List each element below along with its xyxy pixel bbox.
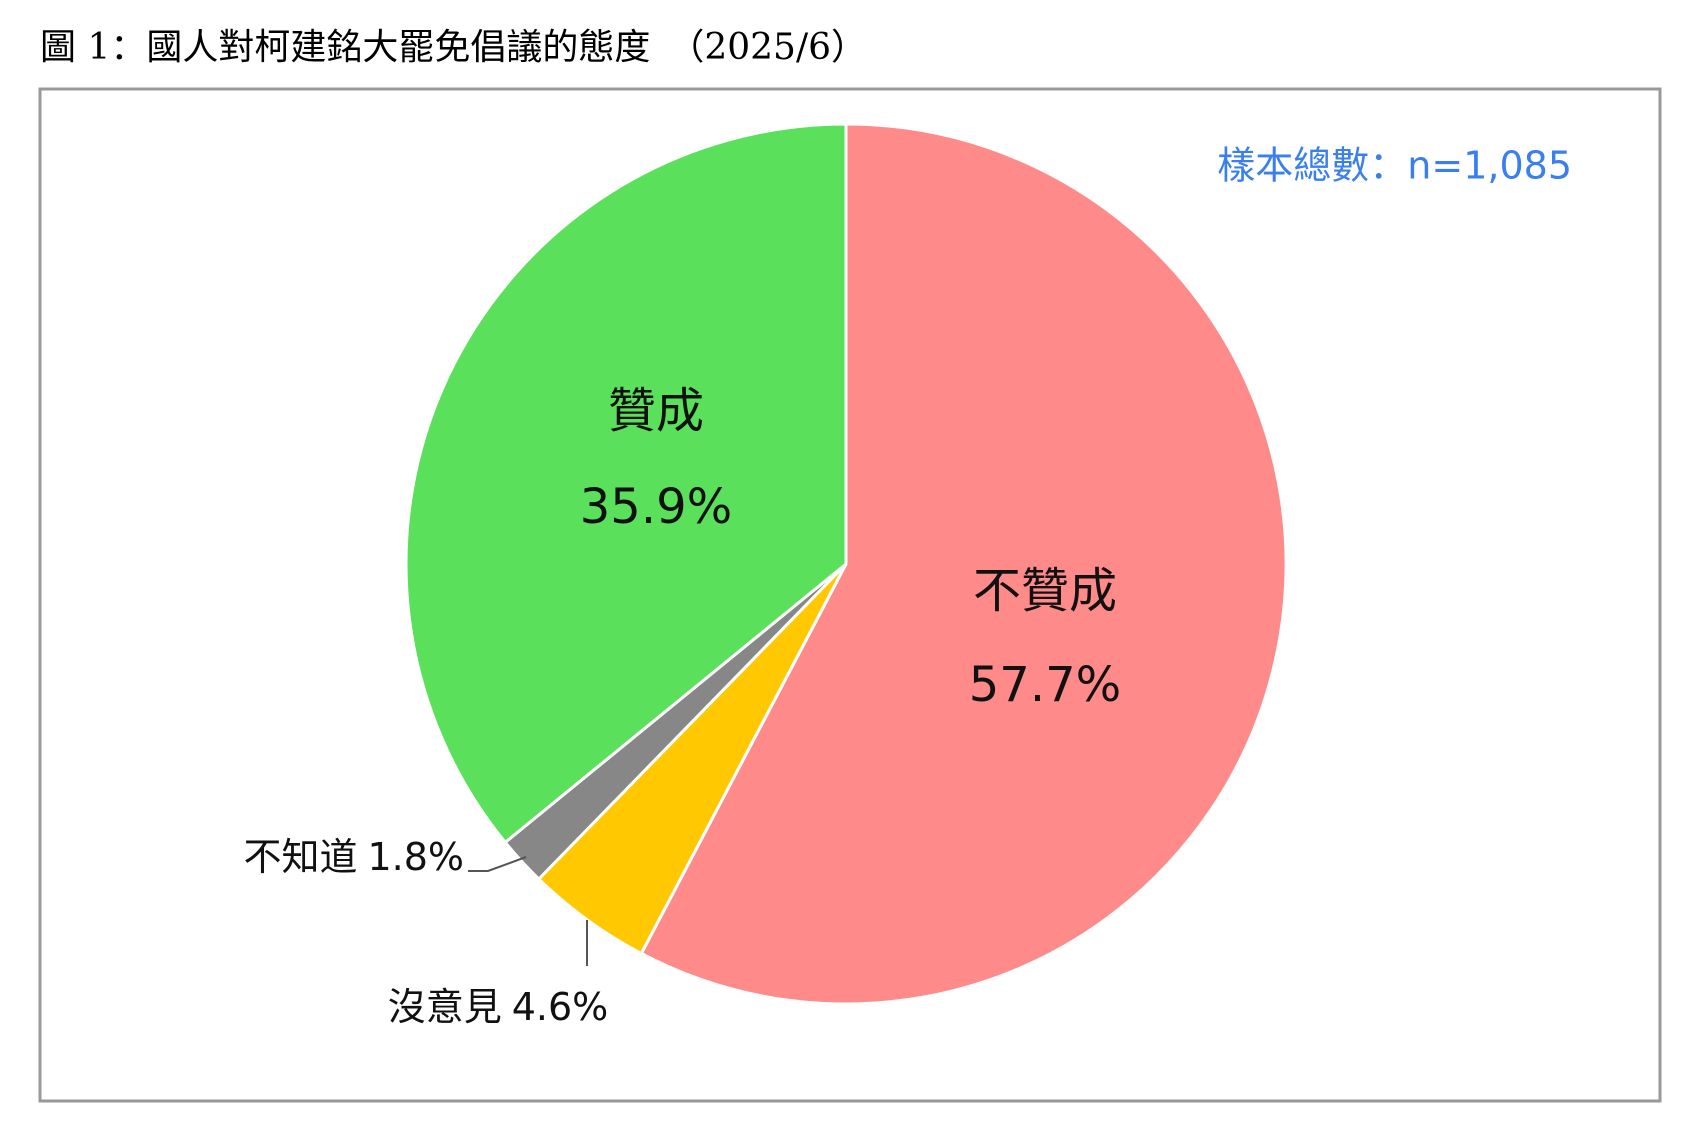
slice-value-label: 57.7% <box>969 657 1121 713</box>
slice-value-label: 35.9% <box>580 479 732 535</box>
pie-slice <box>639 122 1288 1006</box>
pie <box>404 122 1288 1006</box>
labels: 不贊成 57.7% 沒意見 4.6% 不知道 1.8% 贊成 35.9% <box>243 383 1121 1029</box>
slice-label: 不知道 1.8% <box>243 835 464 879</box>
slice-label: 不贊成 <box>973 563 1117 619</box>
leader-line <box>468 856 527 872</box>
slice-value-label: 1.8% <box>367 835 464 879</box>
slice-name: 沒意見 <box>388 985 502 1029</box>
pie-slice <box>404 122 848 845</box>
slice-name: 不知道 <box>243 835 357 879</box>
sample-note: 樣本總數：n=1,085 <box>1217 144 1572 188</box>
slice-label: 沒意見 4.6% <box>388 985 609 1029</box>
slice-label: 贊成 <box>608 383 704 439</box>
chart-title: 圖 1：國人對柯建銘大罷免倡議的態度 （2025/6） <box>40 27 867 68</box>
slice-value-label: 4.6% <box>512 985 609 1029</box>
